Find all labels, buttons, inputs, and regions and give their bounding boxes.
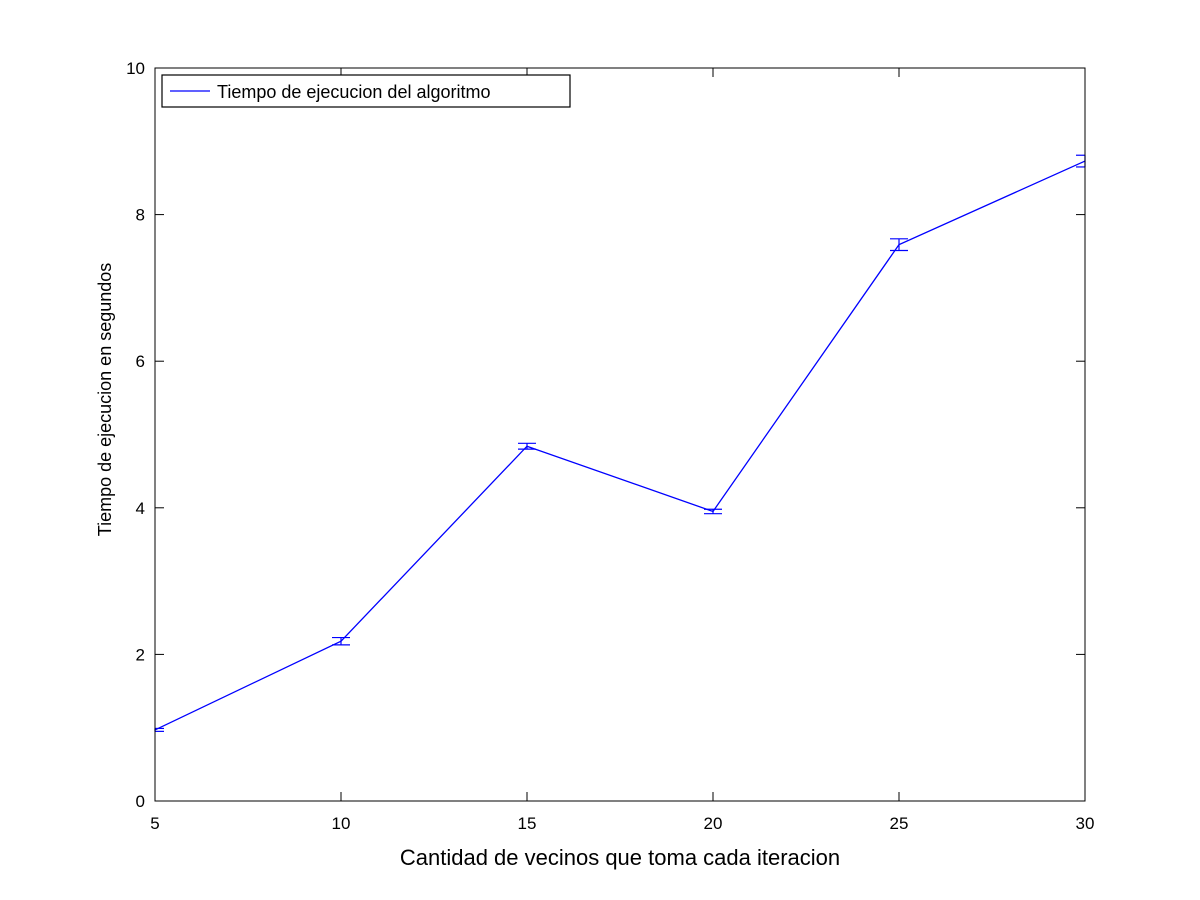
x-tick-label: 25	[890, 814, 909, 833]
error-bar	[518, 442, 536, 450]
error-bar	[704, 508, 722, 515]
legend: Tiempo de ejecucion del algoritmo	[161, 74, 571, 108]
x-tick-label: 15	[518, 814, 537, 833]
axis-ticks: 5 10 15 20 25 30 0 2 4 6 8 10	[126, 59, 1094, 833]
error-bar	[332, 636, 350, 646]
x-tick-label: 20	[704, 814, 723, 833]
legend-box	[161, 74, 571, 108]
x-tick-label: 30	[1076, 814, 1095, 833]
y-tick-label: 10	[126, 59, 145, 78]
plot-area	[154, 154, 1086, 732]
x-axis-label: Cantidad de vecinos que toma cada iterac…	[400, 845, 840, 870]
error-bar	[890, 238, 908, 252]
legend-entry: Tiempo de ejecucion del algoritmo	[217, 82, 490, 102]
x-tick-label: 10	[332, 814, 351, 833]
y-tick-label: 8	[136, 206, 145, 225]
y-tick-label: 4	[136, 499, 145, 518]
x-tick-label: 5	[150, 814, 159, 833]
axes-frame	[154, 67, 1086, 802]
series-line	[154, 160, 1086, 731]
y-tick-label: 0	[136, 792, 145, 811]
y-tick-label: 2	[136, 645, 145, 664]
y-tick-label: 6	[136, 352, 145, 371]
y-axis-label: Tiempo de ejecucion en segundos	[95, 263, 115, 537]
